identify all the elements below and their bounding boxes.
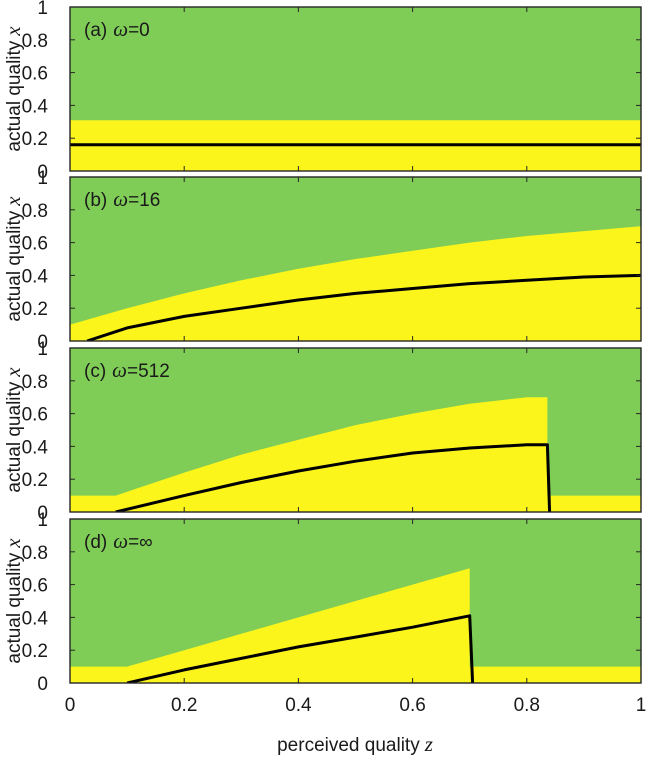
y-axis-label-variable: x bbox=[1, 367, 25, 378]
y-tick-label: 1 bbox=[37, 510, 48, 531]
y-axis-label-text: actual quality bbox=[4, 210, 25, 321]
y-axis-label: actual quality x bbox=[1, 196, 25, 322]
x-tick-label: 1 bbox=[636, 695, 646, 716]
panel-label: (c) ω=512 bbox=[84, 358, 170, 382]
panel-frame bbox=[69, 6, 642, 172]
panel-omega-value: =512 bbox=[127, 361, 170, 382]
y-axis-label-text: actual quality bbox=[4, 40, 25, 151]
y-tick-label: 0.2 bbox=[22, 641, 48, 662]
panel-omega-symbol: ω bbox=[112, 358, 127, 382]
y-tick-label: 0 bbox=[37, 332, 48, 353]
x-tick-label: 0.6 bbox=[399, 695, 425, 716]
y-tick-label: 0.6 bbox=[22, 64, 48, 85]
y-tick-label: 0.4 bbox=[22, 96, 49, 117]
panel-letter: (a) bbox=[84, 20, 107, 41]
y-axis-label-variable: x bbox=[1, 196, 25, 207]
yellow-band-region bbox=[70, 568, 641, 683]
panel-omega-symbol: ω bbox=[113, 17, 128, 41]
y-tick-label: 0.4 bbox=[22, 608, 49, 629]
panel-letter: (c) bbox=[84, 361, 106, 382]
x-axis-label-variable: z bbox=[424, 732, 433, 756]
y-tick-label: 0.4 bbox=[22, 266, 49, 287]
y-tick-label: 0.8 bbox=[22, 31, 48, 52]
yellow-band-region bbox=[70, 397, 641, 512]
y-tick-label: 0.2 bbox=[22, 129, 48, 150]
y-axis-label-variable: x bbox=[1, 26, 25, 37]
panel-label: (d) ω=∞ bbox=[84, 529, 153, 553]
y-tick-label: 0 bbox=[37, 162, 48, 183]
x-axis-label-text: perceived quality bbox=[277, 735, 420, 756]
y-tick-label: 0.2 bbox=[22, 299, 48, 320]
panel-omega-value: =∞ bbox=[128, 532, 153, 553]
x-tick-label: 0.2 bbox=[171, 695, 197, 716]
x-tick-label: 0.8 bbox=[514, 695, 540, 716]
y-axis-label: actual quality x bbox=[1, 26, 25, 152]
panel-omega-value: =16 bbox=[128, 190, 160, 211]
panel-omega-symbol: ω bbox=[113, 187, 128, 211]
optimal-curve-line bbox=[86, 273, 641, 341]
panel-letter: (d) bbox=[84, 532, 107, 553]
y-tick-label: 0.8 bbox=[22, 543, 48, 564]
panel-letter: (b) bbox=[84, 190, 107, 211]
y-axis-label-text: actual quality bbox=[4, 552, 25, 663]
y-tick-label: 1 bbox=[37, 0, 48, 19]
x-axis-label: perceived quality z bbox=[277, 732, 433, 756]
x-axis: 0 0.2 0.4 0.6 0.8 1 bbox=[65, 695, 646, 716]
optimal-curve-line bbox=[115, 443, 552, 512]
y-axis-label: actual quality x bbox=[1, 538, 25, 664]
x-tick-label: 0 bbox=[65, 695, 76, 716]
panel-b: 0 0.2 0.4 0.6 0.8 1 (b) ω=16 actual quality x bbox=[1, 168, 642, 353]
panel-omega-symbol: ω bbox=[113, 529, 128, 553]
panel-frame bbox=[69, 347, 642, 513]
y-tick-label: 1 bbox=[37, 168, 48, 189]
panel-frame bbox=[69, 518, 642, 684]
y-axis-label: actual quality x bbox=[1, 367, 25, 493]
y-tick-label: 0 bbox=[37, 674, 48, 695]
panel-d: 0 0.2 0.4 0.6 0.8 1 (d) ω=∞ actual quality x bbox=[1, 510, 642, 695]
panel-label: (a) ω=0 bbox=[84, 17, 150, 41]
y-tick-label: 0.6 bbox=[22, 576, 48, 597]
panel-c: 0 0.2 0.4 0.6 0.8 1 (c) ω=512 actual quality x bbox=[1, 339, 642, 524]
x-tick-label: 0.4 bbox=[285, 695, 312, 716]
y-tick-label: 0.2 bbox=[22, 470, 48, 491]
panel-a: 0 0.2 0.4 0.6 0.8 1 (a) ω=0 actual quality x bbox=[1, 0, 642, 183]
panel-frame bbox=[69, 176, 642, 342]
y-axis-label-text: actual quality bbox=[4, 381, 25, 492]
y-tick-label: 1 bbox=[37, 339, 48, 360]
panel-omega-value: =0 bbox=[128, 20, 150, 41]
y-tick-label: 0.6 bbox=[22, 234, 48, 255]
y-tick-label: 0 bbox=[37, 503, 48, 524]
y-axis-label-variable: x bbox=[1, 538, 25, 549]
panel-label: (b) ω=16 bbox=[84, 187, 160, 211]
optimal-curve-line bbox=[126, 614, 475, 683]
y-tick-label: 0.6 bbox=[22, 405, 48, 426]
y-tick-label: 0.8 bbox=[22, 372, 48, 393]
y-tick-label: 0.8 bbox=[22, 201, 48, 222]
y-tick-label: 0.4 bbox=[22, 437, 49, 458]
